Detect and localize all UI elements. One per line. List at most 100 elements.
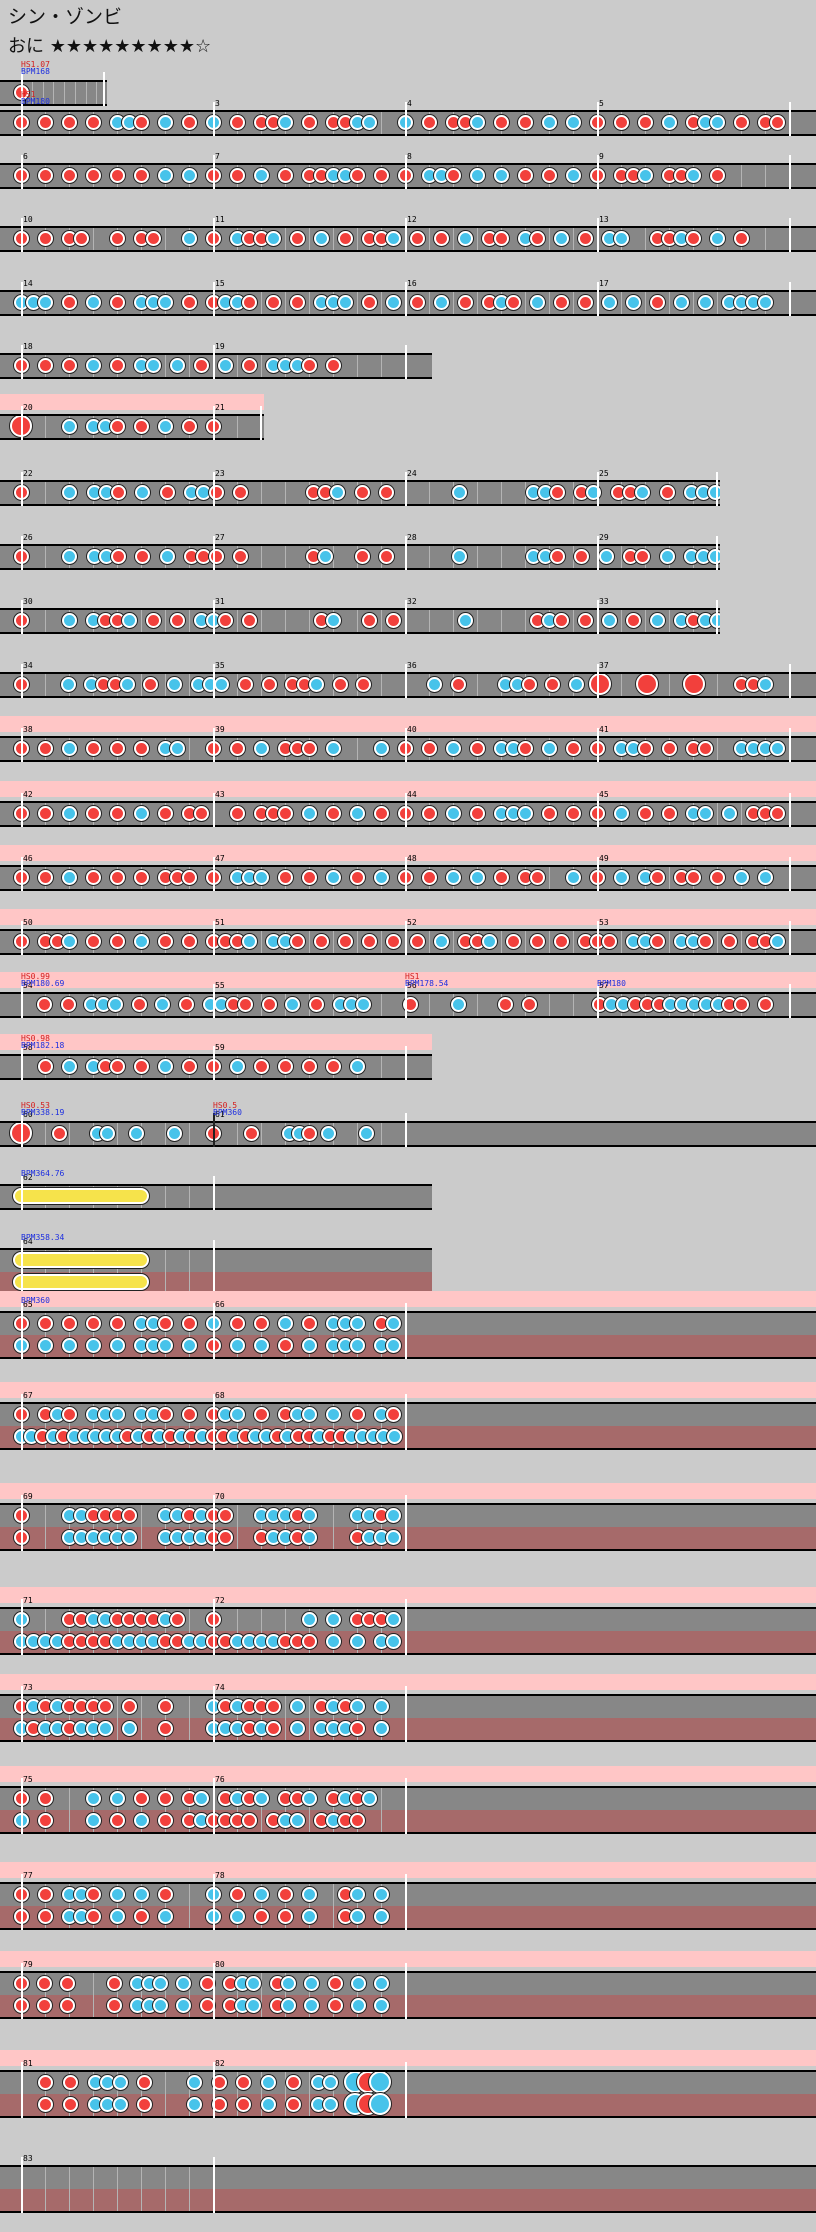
don-note — [36, 1975, 52, 1991]
ka-note — [176, 1975, 192, 1991]
beat-line — [381, 292, 382, 314]
ka-note — [186, 2074, 202, 2090]
measure-number: 31 — [215, 597, 225, 606]
measure-number: 6 — [23, 152, 28, 161]
don-note — [421, 740, 437, 756]
don-note — [217, 1529, 233, 1545]
gogo-highlight — [0, 972, 816, 988]
ka-note — [369, 2093, 392, 2115]
measure-bar — [213, 793, 215, 827]
note-lane — [0, 992, 816, 1018]
measure-bar — [597, 472, 599, 506]
ka-note — [85, 1790, 101, 1806]
measure-bar — [21, 2157, 23, 2213]
don-note — [373, 805, 389, 821]
beat-line — [74, 82, 76, 104]
ka-note — [517, 805, 533, 821]
beat-line — [165, 1250, 166, 1294]
don-note — [111, 484, 127, 500]
don-note — [211, 2074, 227, 2090]
beat-line — [69, 1123, 70, 1145]
beat-line — [45, 416, 46, 438]
measure-number: 65 — [23, 1300, 33, 1309]
ka-note — [153, 1997, 169, 2013]
note-lane — [0, 1607, 816, 1655]
measure-number: 81 — [23, 2059, 33, 2068]
beat-line — [45, 482, 46, 504]
measure-number: 28 — [407, 533, 417, 542]
ka-note — [385, 1337, 401, 1353]
don-note — [361, 612, 377, 628]
ka-note — [349, 1908, 365, 1924]
beat-line — [45, 2167, 46, 2211]
measure-number: 49 — [599, 854, 609, 863]
beat-line — [69, 1884, 70, 1928]
beat-line — [261, 610, 262, 632]
ka-note — [433, 294, 449, 310]
ka-note — [757, 294, 773, 310]
don-note — [301, 1125, 317, 1141]
measure-bar — [21, 1686, 23, 1742]
chart-row: 18 19 — [0, 333, 432, 379]
beat-line — [309, 1609, 310, 1653]
ka-note — [301, 1886, 317, 1902]
measure-bar — [21, 218, 23, 252]
measure-number: 57 — [599, 981, 609, 990]
don-note — [217, 612, 233, 628]
ka-note — [697, 294, 713, 310]
don-note — [181, 869, 197, 885]
measure-bar — [213, 472, 215, 506]
note-lane — [0, 110, 816, 136]
measure-bar-end — [716, 600, 718, 634]
ka-note — [708, 484, 720, 500]
ka-note — [229, 1908, 245, 1924]
beat-line — [525, 292, 526, 314]
ka-note — [181, 230, 197, 246]
beat-line — [237, 1123, 238, 1145]
beat-line — [69, 1313, 70, 1357]
bpm-label: BPM168 — [21, 67, 50, 76]
don-note — [253, 1315, 269, 1331]
note-lane — [0, 1694, 816, 1742]
beat-line — [549, 867, 550, 889]
gogo-highlight — [0, 716, 816, 732]
measure-number: 70 — [215, 1492, 225, 1501]
beat-line — [501, 546, 502, 568]
don-note — [131, 996, 147, 1012]
beat-line — [549, 994, 550, 1016]
beat-line — [309, 292, 310, 314]
beat-line — [453, 931, 454, 953]
don-note — [60, 1997, 76, 2013]
ka-note — [373, 1908, 389, 1924]
don-note — [332, 676, 348, 692]
beat-line — [141, 1696, 142, 1740]
beat-line — [717, 674, 718, 696]
chart-row: 10 11 12 13 — [0, 206, 816, 252]
ka-note — [169, 357, 185, 373]
beat-line — [189, 2167, 190, 2211]
beat-line — [165, 2167, 166, 2211]
gogo-highlight — [0, 909, 816, 925]
beat-line — [501, 482, 502, 504]
beat-line — [189, 610, 190, 632]
don-note — [301, 1315, 317, 1331]
ka-note — [350, 1975, 366, 1991]
measure-bar — [405, 102, 407, 136]
don-note — [181, 933, 197, 949]
don-note — [403, 996, 419, 1012]
ka-note — [323, 2096, 339, 2112]
chart-row: 65 66 BPM360 — [0, 1291, 816, 1359]
ka-note — [112, 2096, 128, 2112]
ka-note — [733, 869, 749, 885]
measure-bar — [21, 793, 23, 827]
measure-number: 15 — [215, 279, 225, 288]
measure-number: 64 — [23, 1237, 33, 1246]
ka-note — [613, 805, 629, 821]
beat-line — [117, 1696, 118, 1740]
beat-line — [333, 931, 334, 953]
beat-line — [237, 1404, 238, 1448]
ka-note — [350, 1997, 366, 2013]
beat-line — [453, 228, 454, 250]
measure-number: 34 — [23, 661, 33, 670]
note-lane — [0, 1248, 432, 1296]
